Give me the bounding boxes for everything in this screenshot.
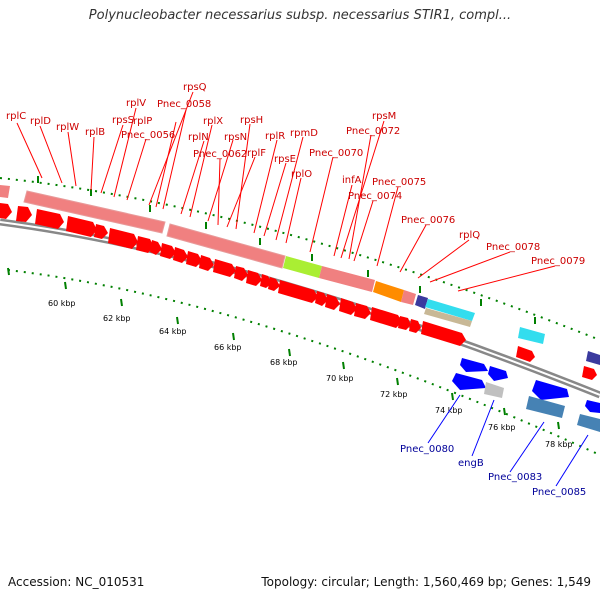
map-title: Polynucleobacter necessarius subsp. nece… <box>88 8 512 23</box>
scale-label-72: 72 kbp <box>380 390 408 399</box>
gene-label-Pnec_0062: Pnec_0062 <box>193 149 247 160</box>
gene-label-rpsE: rpsE <box>274 154 296 165</box>
scale-label-66: 66 kbp <box>214 343 242 352</box>
gene-label-Pnec_0058: Pnec_0058 <box>157 99 211 110</box>
forward-leader-lines <box>16 91 556 292</box>
forward-gene-labels: rplC rplD rplW rplB rpsS rplV rplP Pnec_… <box>6 82 585 267</box>
gene-label-Pnec_0083: Pnec_0083 <box>488 472 542 483</box>
accession-text: Accession: NC_010531 <box>8 575 145 589</box>
gene-rplO-block <box>283 256 322 278</box>
gene-label-rpsS: rpsS <box>112 115 134 126</box>
gene-label-engB: engB <box>458 458 484 469</box>
gene-label-rpsH: rpsH <box>240 115 263 126</box>
gene-label-rplO: rplO <box>291 169 312 180</box>
gene-label-rpsM: rpsM <box>372 111 396 122</box>
gene-label-Pnec_0070: Pnec_0070 <box>309 148 363 159</box>
tick-marks <box>7 176 560 430</box>
gene-label-Pnec_0085: Pnec_0085 <box>532 487 586 498</box>
gene-label-rpsN: rpsN <box>224 132 247 143</box>
gene-label-rplN: rplN <box>188 132 209 143</box>
scale-label-76: 76 kbp <box>488 423 516 432</box>
gene-label-rplX: rplX <box>203 116 223 127</box>
forward-gene-arrows <box>0 203 597 380</box>
gene-label-Pnec_0078: Pnec_0078 <box>486 242 540 253</box>
gene-label-Pnec_0079: Pnec_0079 <box>531 256 585 267</box>
gene-label-rplB: rplB <box>85 127 105 138</box>
gene-rplQ-block <box>425 299 475 321</box>
gene-label-Pnec_0056: Pnec_0056 <box>121 130 175 141</box>
gene-label-Pnec_0080: Pnec_0080 <box>400 444 454 455</box>
scale-label-74: 74 kbp <box>435 406 463 415</box>
scale-label-62: 62 kbp <box>103 314 131 323</box>
gene-label-rpsQ: rpsQ <box>183 82 207 93</box>
scale-label-60: 60 kbp <box>48 299 76 308</box>
scale-label-70: 70 kbp <box>326 374 354 383</box>
gene-label-rplC: rplC <box>6 111 26 122</box>
scale-label-64: 64 kbp <box>159 327 187 336</box>
scale-label-78: 78 kbp <box>545 440 573 449</box>
scale-label-68: 68 kbp <box>270 358 298 367</box>
dotted-guides <box>0 177 600 456</box>
genome-summary-text: Topology: circular; Length: 1,560,469 bp… <box>261 575 591 589</box>
gene-label-Pnec_0076: Pnec_0076 <box>401 215 455 226</box>
gene-rpsM-block <box>415 295 428 309</box>
scale-labels: 60 kbp 62 kbp 64 kbp 66 kbp 68 kbp 70 kb… <box>48 299 573 449</box>
gene-label-Pnec_0075: Pnec_0075 <box>372 177 426 188</box>
gene-label-rplF: rplF <box>247 148 266 159</box>
gene-label-Pnec_0074: Pnec_0074 <box>348 191 402 202</box>
gene-label-rplR: rplR <box>265 131 285 142</box>
gene-label-rplW: rplW <box>56 122 79 133</box>
gene-label-rplD: rplD <box>30 116 51 127</box>
gene-label-rplP: rplP <box>133 116 152 127</box>
gene-label-rpmD: rpmD <box>290 128 318 139</box>
gene-infA-block <box>373 281 404 302</box>
gene-label-rplQ: rplQ <box>459 230 480 241</box>
gene-label-infA: infA <box>342 175 362 186</box>
gene-label-rplV: rplV <box>126 98 146 109</box>
reverse-gene-labels: Pnec_0080 engB Pnec_0083 Pnec_0085 <box>400 444 586 498</box>
reverse-leader-lines <box>427 394 589 487</box>
reverse-gene-arrows <box>452 358 600 432</box>
gene-label-Pnec_0072: Pnec_0072 <box>346 126 400 137</box>
forward-block-row <box>0 185 600 365</box>
